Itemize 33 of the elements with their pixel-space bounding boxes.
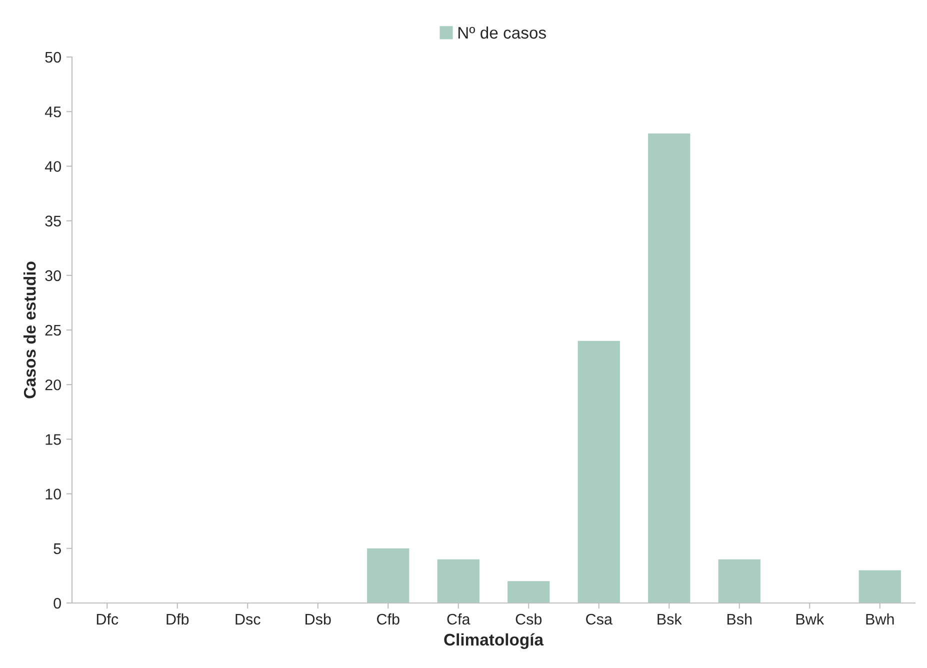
x-tick-label: Dfb [166,613,189,625]
bar [578,340,620,603]
x-tick-label: Cfa [447,613,470,625]
y-tick-label: 50 [45,52,61,63]
y-tick-label: 30 [45,270,61,282]
x-tick-label: Bwh [866,613,894,624]
y-tick-label: 40 [44,161,61,172]
y-tick-label: 10 [46,488,61,500]
x-tick-label: Csa [586,614,612,625]
bar [508,581,550,603]
x-tick-label: Cfb [377,613,400,625]
y-tick-label: 15 [46,434,61,445]
y-tick-label: 5 [54,543,61,554]
y-tick-label: 0 [54,598,61,609]
y-axis-title: Casos de estudio [24,262,36,398]
y-tick-label: 20 [45,379,61,390]
y-tick-label: 45 [44,106,61,118]
y-tick-label: 25 [45,324,61,336]
x-axis-title: Climatología [444,633,544,649]
x-tick-label: Csb [516,613,542,625]
legend-label: Nº de casos [458,26,546,39]
x-tick-label: Dfc [96,613,118,625]
bar [367,548,410,603]
bar [718,559,760,603]
y-tick-label: 35 [45,216,61,226]
x-tick-label: Dsb [306,613,331,625]
x-tick-label: Bsh [727,613,752,625]
x-tick-label: Dsc [236,614,260,625]
bar [858,570,901,603]
x-tick-label: Bsk [658,613,682,625]
x-tick-label: Bwk [796,613,824,624]
bar [648,133,690,603]
bar [437,559,480,603]
